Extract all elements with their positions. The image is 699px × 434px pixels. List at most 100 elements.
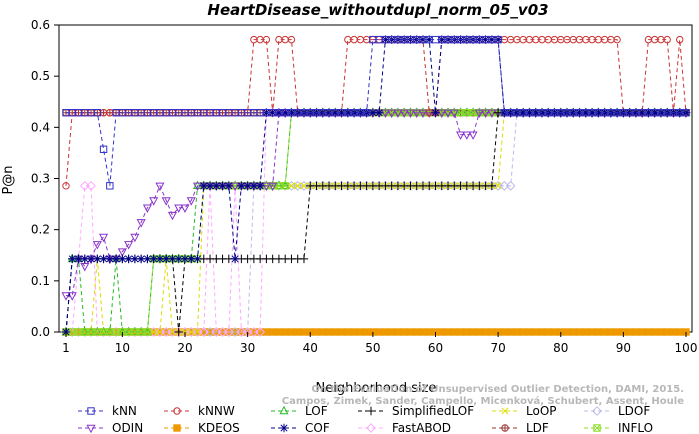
data-point	[80, 254, 89, 264]
data-point	[331, 108, 340, 117]
data-point	[155, 254, 165, 264]
series-layer	[61, 35, 691, 337]
data-point	[663, 35, 671, 44]
data-point	[488, 328, 496, 336]
data-point	[243, 181, 252, 191]
data-point	[625, 328, 634, 336]
legend-swatch-marker	[87, 407, 95, 415]
data-point	[494, 35, 502, 44]
x-tick-label: 70	[490, 341, 505, 355]
data-point	[161, 197, 171, 206]
data-point	[193, 254, 202, 264]
data-point	[375, 328, 383, 336]
data-point	[362, 108, 371, 117]
legend-item-simplifiedlof: SimplifiedLOF	[358, 404, 474, 418]
data-point	[350, 328, 358, 336]
data-point	[456, 131, 466, 140]
data-point	[130, 254, 140, 264]
legend-swatch-marker	[592, 406, 602, 416]
data-point	[117, 248, 127, 257]
data-point	[575, 328, 584, 336]
data-point	[167, 211, 178, 221]
data-point	[155, 182, 165, 192]
data-point	[275, 328, 283, 336]
data-point	[462, 131, 472, 140]
legend-label: COF	[305, 421, 330, 434]
y-tick-label: 0.1	[31, 274, 50, 288]
legend-item-knnw: kNNW	[164, 404, 235, 418]
data-point	[657, 328, 665, 336]
data-point	[525, 328, 534, 336]
data-point	[405, 109, 415, 118]
legend-label: SimplifiedLOF	[392, 404, 474, 418]
x-tick-label: 10	[115, 341, 130, 355]
x-tick-label: 60	[428, 341, 443, 355]
data-point	[474, 109, 484, 118]
data-point	[344, 328, 352, 336]
data-point	[613, 328, 621, 336]
data-point	[607, 328, 615, 336]
data-point	[300, 182, 308, 190]
data-point	[600, 328, 609, 336]
data-point	[149, 197, 159, 206]
data-point	[255, 181, 265, 191]
y-axis: 0.0 0.1 0.2 0.3 0.4 0.5 0.6	[31, 18, 59, 339]
data-point	[99, 145, 108, 153]
data-point	[205, 181, 215, 191]
data-point	[362, 328, 371, 336]
x-tick-label: 50	[365, 341, 380, 355]
data-point	[218, 181, 227, 191]
data-point	[268, 182, 278, 192]
data-point	[669, 328, 678, 336]
data-point	[281, 328, 289, 336]
data-point	[406, 328, 415, 336]
legend-swatch-marker	[86, 424, 96, 434]
series-line	[66, 112, 686, 333]
data-point	[149, 254, 158, 264]
series-line	[66, 112, 686, 333]
legend-label: ODIN	[112, 421, 143, 434]
data-point	[544, 328, 552, 336]
data-point	[469, 328, 477, 336]
data-point	[487, 181, 497, 191]
data-point	[198, 327, 209, 337]
legend-item-lof: LOF	[271, 404, 328, 418]
series-simplifiedlof	[61, 108, 691, 337]
y-tick-label: 0.0	[31, 325, 50, 339]
x-tick-label: 80	[553, 341, 568, 355]
data-point	[174, 254, 183, 264]
legend-item-ldof: LDOF	[584, 404, 650, 418]
y-axis-label: P@n	[1, 165, 16, 194]
series-line	[65, 112, 686, 333]
data-point	[312, 328, 321, 336]
data-point	[168, 328, 177, 336]
data-point	[249, 181, 259, 191]
legend-swatch-marker	[593, 424, 601, 432]
data-point	[268, 328, 277, 336]
series-lof	[61, 107, 691, 336]
legend-swatch-marker	[501, 424, 509, 432]
data-point	[399, 109, 409, 118]
data-point	[387, 109, 397, 118]
data-point	[368, 108, 378, 117]
data-point	[418, 35, 428, 44]
data-point	[180, 204, 190, 213]
legend-label: KDEOS	[198, 421, 240, 434]
data-point	[450, 328, 458, 336]
data-point	[105, 254, 115, 264]
data-point	[493, 35, 503, 44]
series-fastabod	[61, 107, 691, 337]
data-point	[136, 219, 146, 228]
data-point	[512, 108, 522, 117]
data-point	[394, 328, 402, 336]
data-point	[638, 328, 646, 336]
data-point	[237, 181, 246, 191]
data-point	[475, 328, 484, 336]
series-line	[66, 112, 686, 296]
plot-frame	[58, 24, 693, 333]
data-point	[299, 254, 309, 264]
data-point	[162, 254, 171, 264]
y-tick-label: 0.5	[31, 69, 50, 83]
legend-swatch-marker	[173, 424, 181, 432]
